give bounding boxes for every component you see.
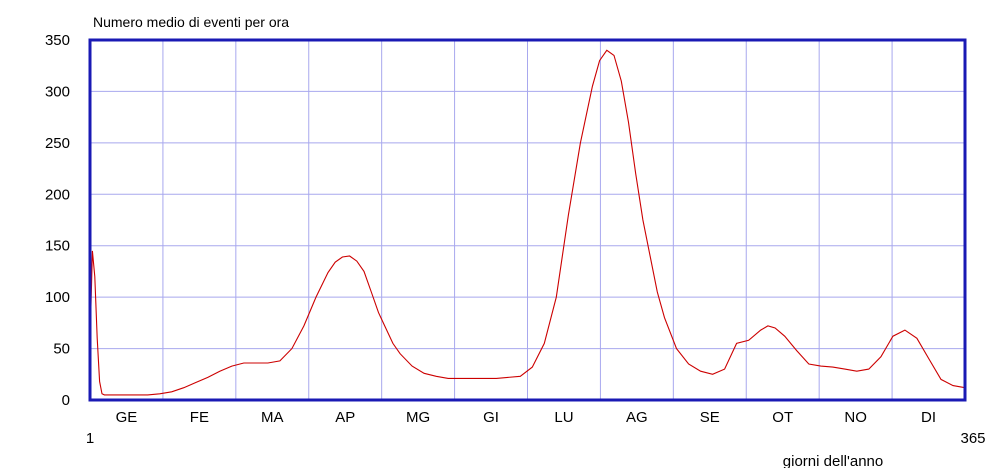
month-label: FE [190, 409, 209, 426]
x-end-label: 365 [960, 430, 985, 447]
y-tick-label: 250 [45, 135, 70, 152]
month-label: AG [626, 409, 648, 426]
y-tick-label: 350 [45, 32, 70, 49]
plot-frame [88, 38, 967, 402]
month-label: MA [261, 409, 284, 426]
month-label: MG [406, 409, 430, 426]
y-tick-label: 300 [45, 83, 70, 100]
y-tick-label: 100 [45, 289, 70, 306]
y-tick-label: 50 [53, 341, 70, 358]
month-label: OT [772, 409, 793, 426]
y-tick-label: 0 [62, 392, 70, 409]
month-label: AP [335, 409, 355, 426]
x-start-label: 1 [86, 430, 94, 447]
month-label: LU [554, 409, 573, 426]
month-label: SE [700, 409, 720, 426]
y-tick-label: 150 [45, 238, 70, 255]
y-tick-label: 200 [45, 186, 70, 203]
x-axis-label: giorni dell'anno [783, 453, 883, 468]
month-labels: GE FE MA AP MG GI LU AG SE OT NO DI [116, 409, 936, 426]
month-label: GI [483, 409, 499, 426]
month-label: NO [844, 409, 867, 426]
series-line [89, 49, 966, 396]
month-label: DI [921, 409, 936, 426]
grid-lines [90, 39, 965, 401]
month-label: GE [116, 409, 138, 426]
chart-title: Numero medio di eventi per ora [93, 14, 289, 30]
y-tick-labels: 0 50 100 150 200 250 300 350 [45, 32, 70, 409]
